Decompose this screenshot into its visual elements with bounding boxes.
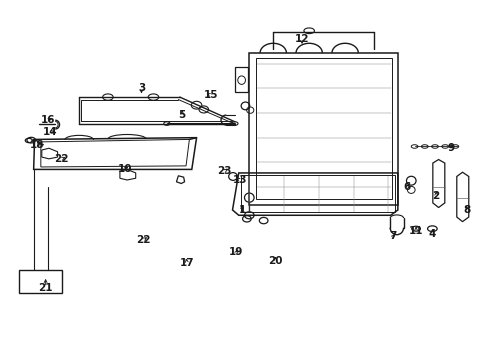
Text: 20: 20 — [268, 256, 283, 266]
Text: 10: 10 — [117, 165, 132, 174]
Text: 1: 1 — [238, 205, 245, 215]
Text: 22: 22 — [54, 154, 68, 164]
Text: 21: 21 — [38, 283, 53, 293]
Text: 11: 11 — [408, 226, 423, 236]
Text: 5: 5 — [178, 110, 185, 120]
Text: 7: 7 — [388, 231, 396, 242]
Bar — [234, 67, 248, 92]
Text: 16: 16 — [41, 115, 55, 125]
Bar — [19, 270, 62, 293]
Text: 13: 13 — [232, 175, 246, 185]
Text: 15: 15 — [203, 90, 218, 100]
Text: 3: 3 — [138, 83, 145, 93]
Text: 14: 14 — [43, 127, 58, 138]
Text: 12: 12 — [294, 34, 308, 44]
Text: 8: 8 — [463, 205, 470, 215]
Text: 6: 6 — [403, 182, 410, 192]
Text: 18: 18 — [30, 140, 44, 150]
Text: 19: 19 — [229, 247, 243, 257]
Text: 23: 23 — [217, 166, 231, 176]
Text: 4: 4 — [428, 229, 435, 239]
Text: 2: 2 — [432, 191, 439, 201]
Text: 22: 22 — [135, 235, 150, 245]
Text: 17: 17 — [179, 258, 194, 268]
Text: 9: 9 — [446, 143, 453, 153]
